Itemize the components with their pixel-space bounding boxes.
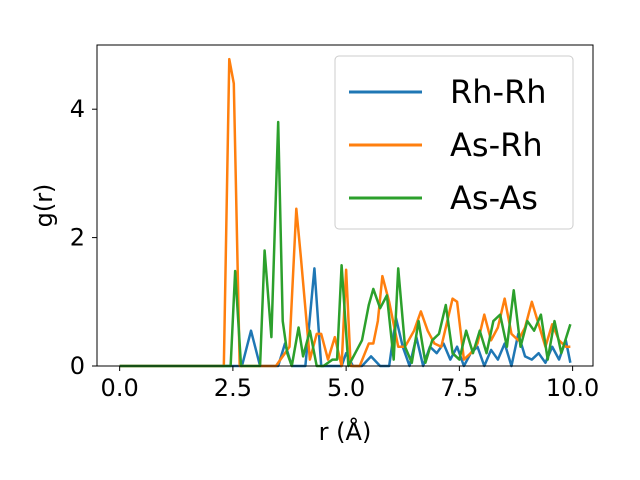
y-axis-label: g(r) — [30, 184, 58, 228]
legend-label-as-as: As-As — [450, 179, 538, 217]
series-line-as-as — [119, 120, 572, 368]
x-tick-label: 2.5 — [214, 374, 252, 402]
x-tick-label: 10.0 — [546, 374, 599, 402]
legend-label-rh-rh: Rh-Rh — [450, 73, 547, 111]
legend-label-as-rh: As-Rh — [450, 126, 543, 164]
y-tick-label: 0 — [70, 352, 85, 380]
y-tick-label: 4 — [70, 95, 85, 123]
x-tick-label: 7.5 — [440, 374, 478, 402]
axes-frame — [96, 44, 594, 367]
y-tick-label: 2 — [70, 224, 85, 252]
legend-box — [334, 55, 574, 230]
y-axis: 0 2 4 — [70, 95, 97, 380]
x-tick-label: 5.0 — [327, 374, 365, 402]
x-tick-label: 0.0 — [101, 374, 139, 402]
x-axis: 0.0 2.5 5.0 7.5 10.0 — [101, 366, 599, 402]
x-axis-label: r (Å) — [319, 417, 372, 446]
legend: Rh-Rh As-Rh As-As — [334, 55, 574, 230]
